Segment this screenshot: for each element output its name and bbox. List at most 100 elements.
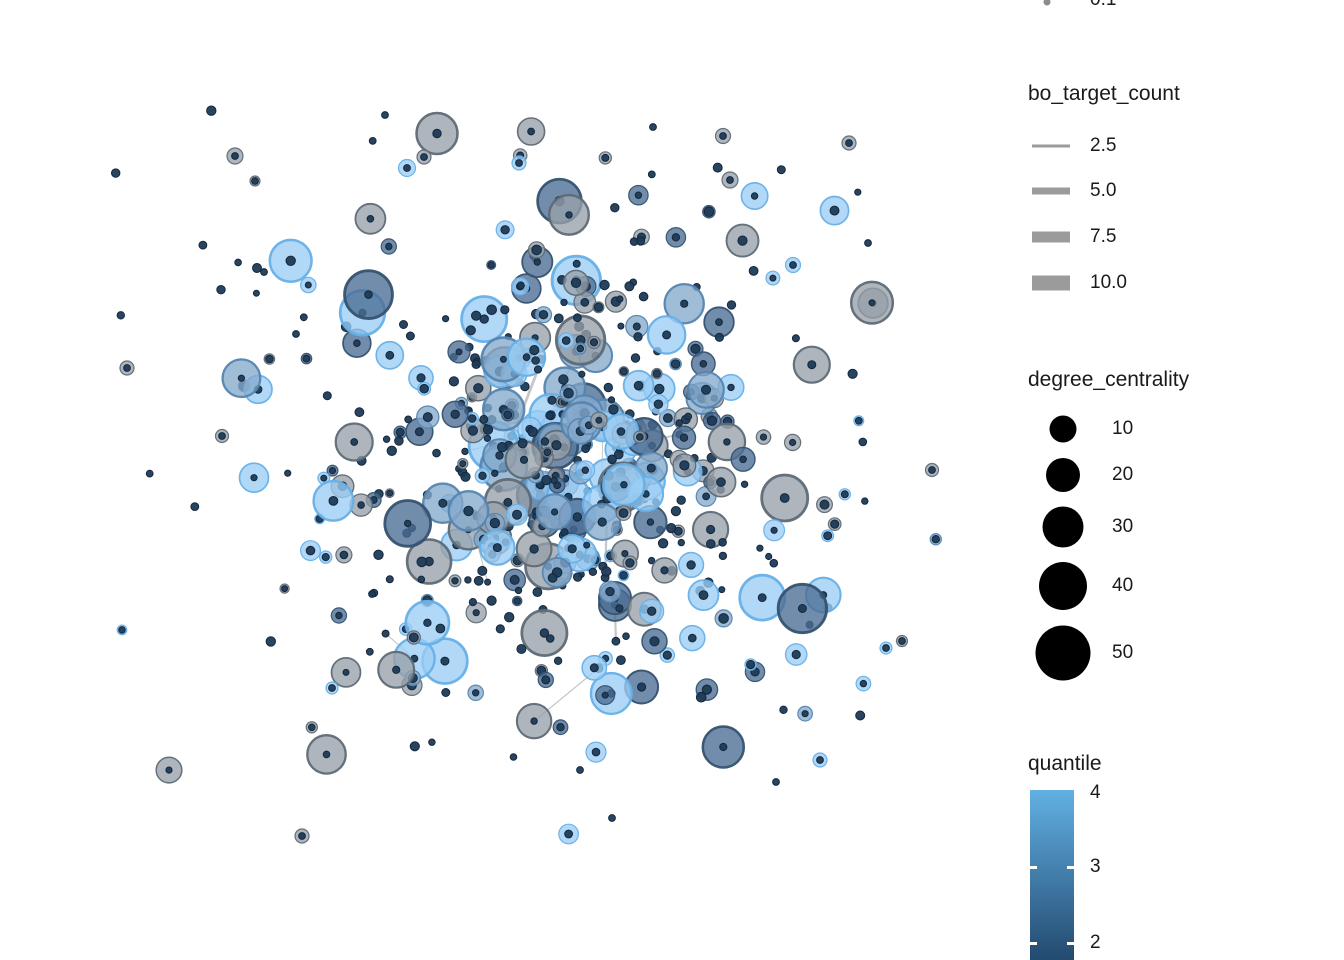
node-dot: [399, 320, 408, 329]
node-dot: [472, 609, 480, 617]
node-dot: [636, 433, 644, 441]
node-dot: [539, 628, 550, 638]
node-dot: [646, 463, 656, 473]
node-dot: [285, 255, 296, 266]
degree-centrality-label: 20: [1112, 464, 1134, 485]
node-dot: [616, 655, 626, 665]
node-dot: [597, 517, 607, 527]
node-dot: [487, 261, 495, 269]
node-dot: [859, 679, 868, 688]
node-dot: [519, 455, 529, 464]
node-dot: [491, 469, 499, 477]
node-dot: [461, 447, 469, 456]
node-dot: [779, 705, 788, 714]
node-dot: [750, 192, 759, 200]
node-dot: [471, 359, 481, 369]
node-dot: [467, 414, 477, 423]
node-dot: [801, 710, 809, 718]
node-dot: [647, 606, 657, 616]
node-dot: [684, 412, 693, 421]
node-dot: [395, 427, 405, 437]
node-dot: [605, 586, 615, 597]
node-dot: [615, 604, 624, 613]
degree-centrality-key: [1039, 562, 1087, 610]
node-dot: [608, 404, 619, 415]
node-dot: [662, 650, 672, 660]
node-dot: [591, 747, 601, 757]
node-dot: [509, 753, 518, 761]
node-dot: [666, 523, 677, 534]
node-dot: [718, 538, 727, 547]
node-dot: [882, 644, 890, 652]
node-dot: [509, 574, 520, 585]
node-dot: [581, 444, 590, 454]
node-dot: [448, 376, 459, 387]
node-dot: [864, 239, 872, 247]
node-dot: [504, 612, 515, 623]
node-dot: [688, 633, 697, 643]
node-dot: [422, 412, 433, 423]
node-dot: [216, 285, 226, 295]
node-dot: [652, 369, 662, 378]
node-dot: [776, 165, 786, 175]
node-dot: [701, 384, 711, 395]
node-dot: [599, 279, 610, 291]
node-dot: [633, 332, 643, 342]
node-dot: [572, 259, 581, 268]
node-dot: [500, 225, 510, 235]
bo-target-count-key: [1032, 187, 1070, 195]
node-dot: [807, 360, 817, 370]
bo-target-count-label: 2.5: [1090, 135, 1117, 156]
node-dot: [190, 502, 200, 512]
node-dot: [541, 675, 551, 685]
node-dot: [662, 330, 672, 340]
node-dot: [676, 495, 686, 505]
node-dot: [928, 466, 936, 474]
node-dot: [441, 688, 451, 697]
node-dot: [624, 281, 635, 292]
node-dot: [765, 552, 773, 561]
node-dot: [861, 497, 869, 505]
node-dot: [868, 299, 876, 307]
node-dot: [706, 415, 718, 426]
node-dot: [679, 460, 690, 471]
node-dot: [479, 414, 489, 424]
node-dot: [819, 499, 830, 510]
node-dot: [533, 258, 541, 266]
node-dot: [727, 383, 735, 392]
node-dot: [479, 314, 489, 324]
node-dot: [459, 460, 467, 468]
node-dot: [576, 344, 585, 353]
node-dot: [706, 539, 716, 549]
node-dot: [408, 632, 419, 643]
node-dot: [589, 663, 599, 673]
node-dot: [719, 742, 728, 752]
node-dot: [357, 501, 365, 509]
node-dot: [298, 832, 306, 840]
node-dot: [634, 191, 643, 199]
node-dot: [489, 517, 501, 529]
node-dot: [513, 597, 522, 605]
node-dot: [726, 176, 734, 184]
node-dot: [563, 387, 574, 399]
node-dot: [601, 691, 609, 699]
node-dot: [251, 177, 259, 185]
node-dot: [610, 203, 620, 213]
node-dot: [718, 613, 729, 624]
node-dot: [416, 373, 426, 383]
node-dot: [690, 343, 701, 354]
node-dot: [116, 311, 126, 320]
node-dot: [759, 433, 768, 441]
node-dot: [540, 437, 550, 446]
node-dot: [206, 105, 217, 116]
node-dot: [527, 426, 538, 437]
degree-centrality-key: [1049, 415, 1077, 443]
node-dot: [499, 355, 507, 363]
node-dot: [302, 354, 311, 363]
node-dot: [304, 281, 312, 289]
node-dot: [483, 434, 492, 442]
node-dot: [531, 244, 542, 256]
quantile-tick-mark: [1030, 866, 1037, 869]
node-dot: [593, 302, 604, 312]
node-dot: [541, 475, 552, 486]
